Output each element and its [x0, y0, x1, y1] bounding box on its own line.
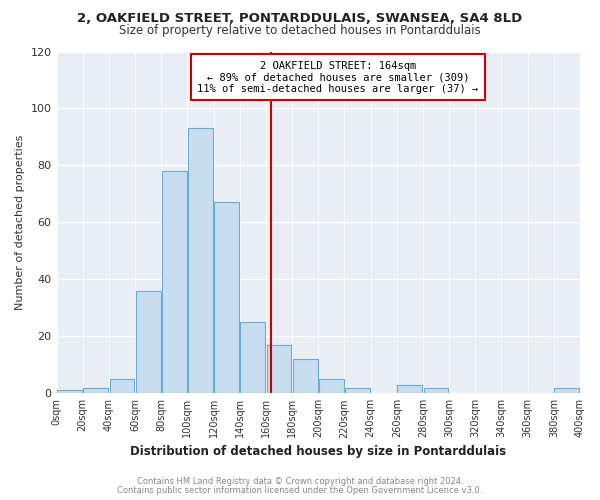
- Bar: [319, 379, 344, 394]
- Bar: [162, 171, 187, 394]
- Bar: [241, 322, 265, 394]
- Text: 2, OAKFIELD STREET, PONTARDDULAIS, SWANSEA, SA4 8LD: 2, OAKFIELD STREET, PONTARDDULAIS, SWANS…: [77, 12, 523, 26]
- Bar: [57, 390, 82, 394]
- X-axis label: Distribution of detached houses by size in Pontarddulais: Distribution of detached houses by size …: [130, 444, 506, 458]
- Text: Contains public sector information licensed under the Open Government Licence v3: Contains public sector information licen…: [118, 486, 482, 495]
- Bar: [424, 388, 448, 394]
- Text: Size of property relative to detached houses in Pontarddulais: Size of property relative to detached ho…: [119, 24, 481, 37]
- Text: Contains HM Land Registry data © Crown copyright and database right 2024.: Contains HM Land Registry data © Crown c…: [137, 477, 463, 486]
- Bar: [293, 359, 317, 394]
- Bar: [110, 379, 134, 394]
- Bar: [214, 202, 239, 394]
- Bar: [345, 388, 370, 394]
- Bar: [83, 388, 108, 394]
- Bar: [136, 291, 161, 394]
- Y-axis label: Number of detached properties: Number of detached properties: [15, 134, 25, 310]
- Bar: [397, 385, 422, 394]
- Bar: [188, 128, 213, 394]
- Bar: [554, 388, 580, 394]
- Text: 2 OAKFIELD STREET: 164sqm
← 89% of detached houses are smaller (309)
11% of semi: 2 OAKFIELD STREET: 164sqm ← 89% of detac…: [197, 60, 479, 94]
- Bar: [266, 345, 292, 394]
